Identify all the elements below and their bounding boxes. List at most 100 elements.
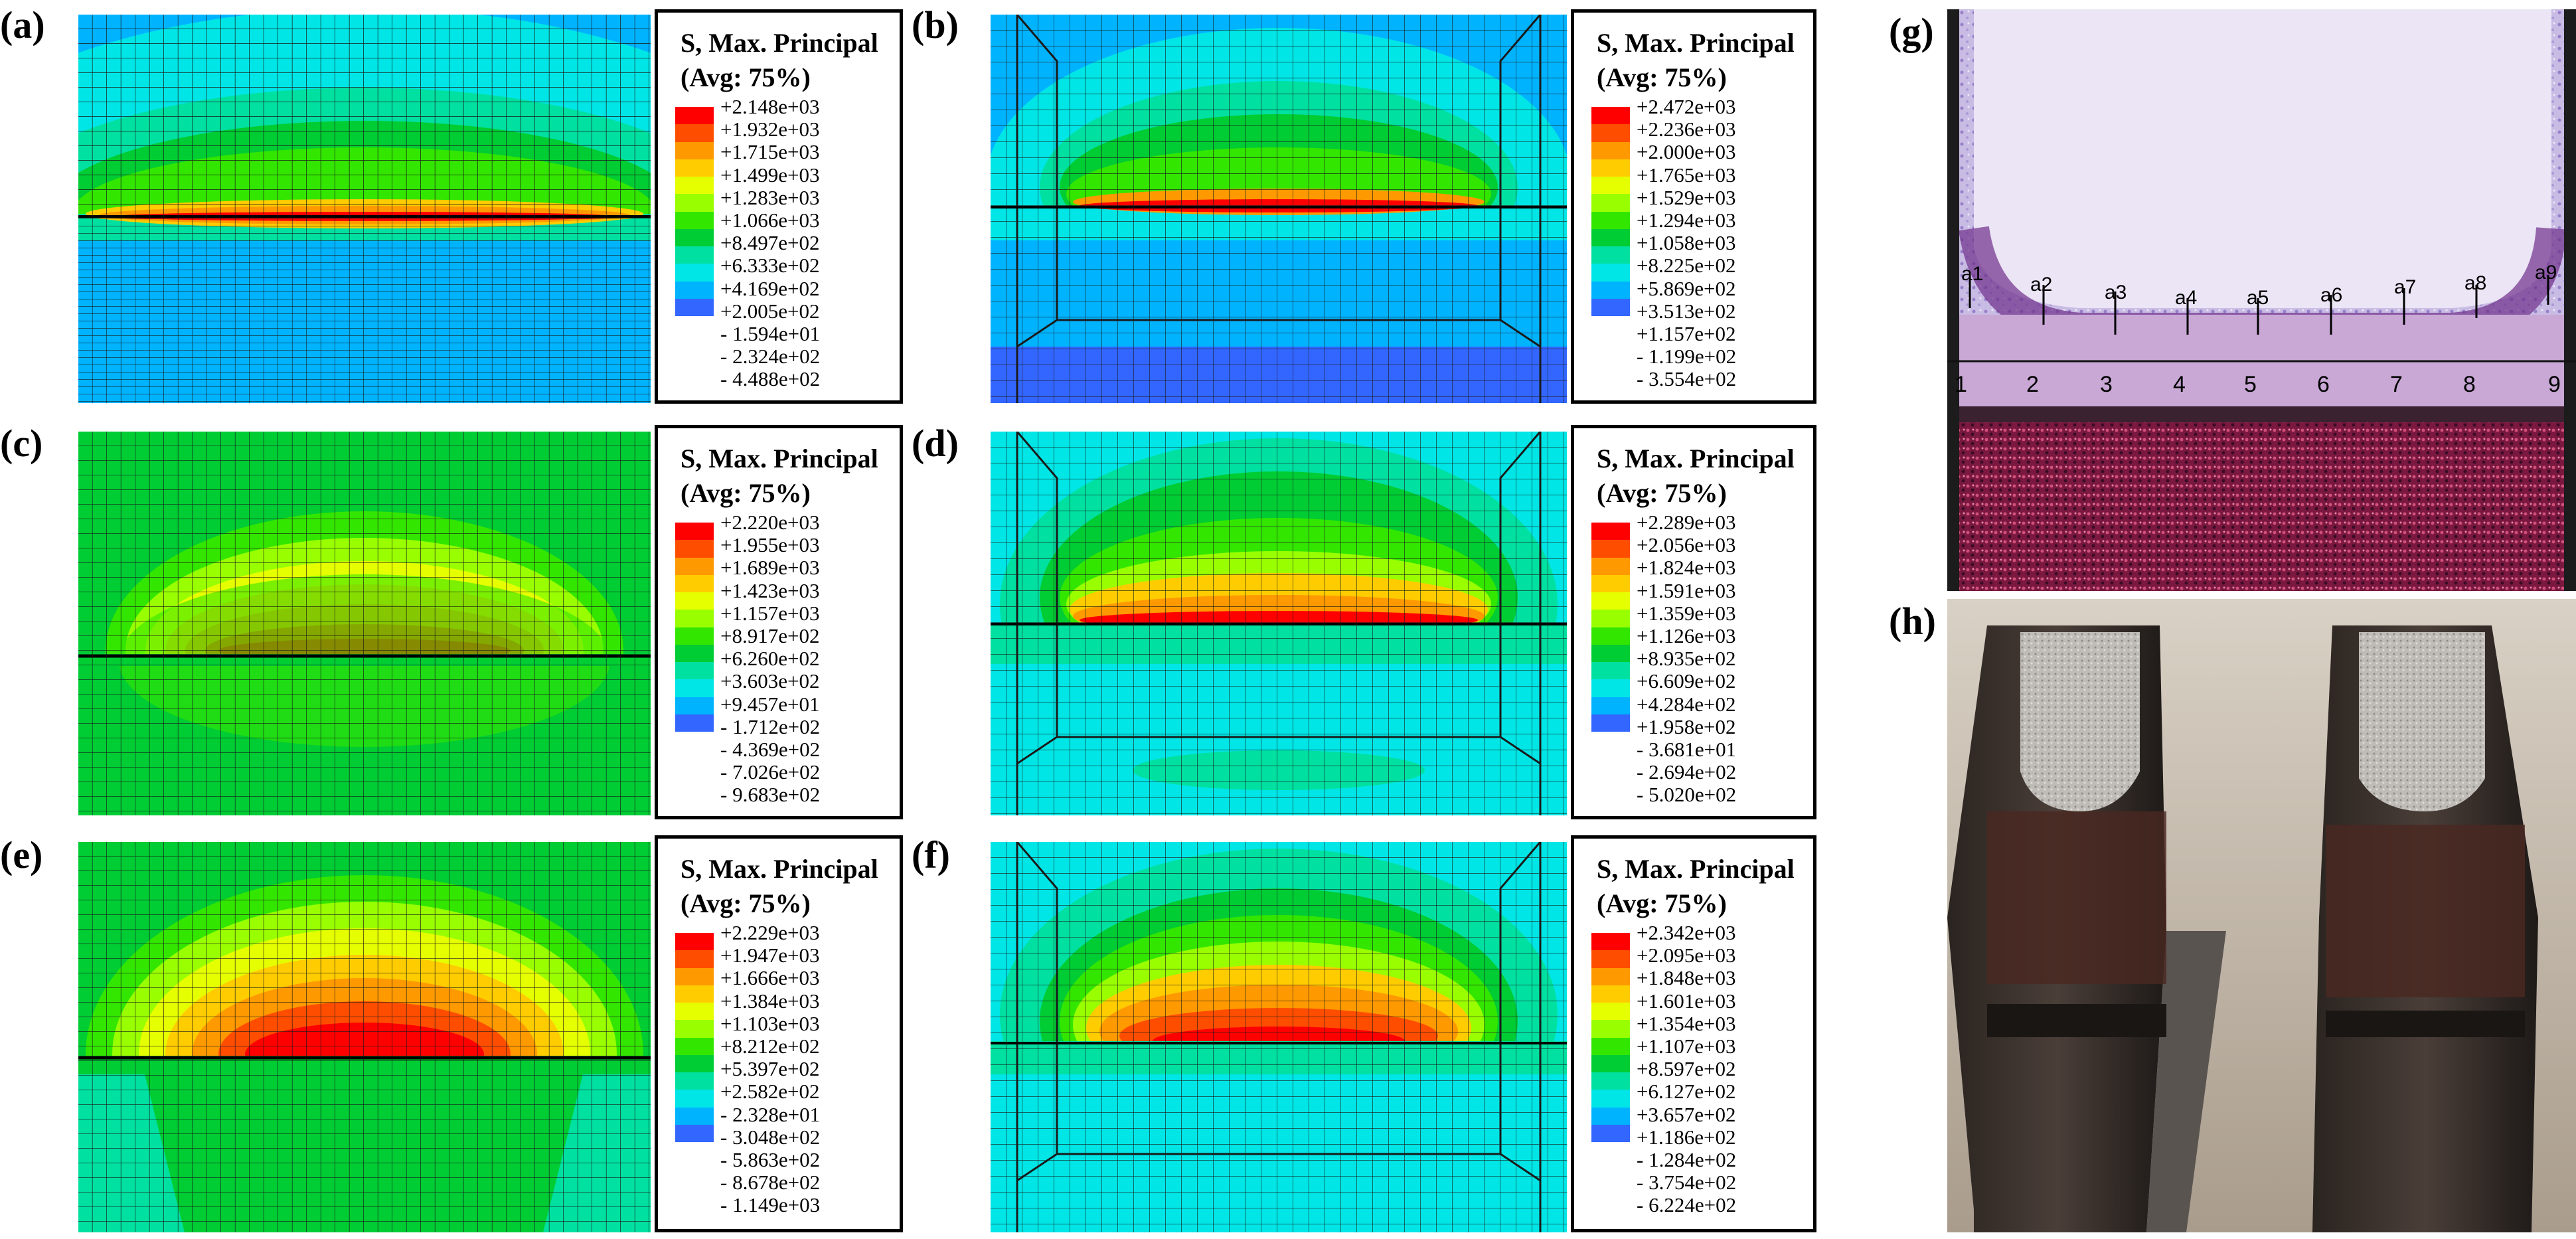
color-swatch [675, 540, 714, 558]
color-swatch [675, 1072, 714, 1090]
position-label-4: 4 [2173, 372, 2186, 397]
color-swatch [675, 523, 714, 540]
color-swatch [1591, 1037, 1630, 1055]
color-swatch [675, 246, 714, 264]
contour-plot-f [991, 842, 1567, 1232]
specimen-photo-h [1947, 599, 2576, 1232]
panel-label-g: (g) [1889, 10, 1934, 53]
color-swatch [1591, 1020, 1630, 1038]
color-swatch [675, 933, 714, 951]
color-swatch [1591, 159, 1630, 177]
color-swatch [1591, 1003, 1630, 1021]
measure-label-a7: a7 [2394, 276, 2417, 298]
color-swatch [675, 194, 714, 212]
legend-title: S, Max. Principal [1597, 444, 1795, 473]
legend-d: S, Max. Principal (Avg: 75%) +2.289e+03 +… [1571, 425, 1816, 819]
color-swatch [675, 141, 714, 159]
color-swatch [675, 679, 714, 697]
legend-tick-label: +8.497e+02 [720, 231, 820, 255]
legend-tick-label: +8.935e+02 [1637, 647, 1736, 671]
legend-tick-label: - 1.199e+02 [1637, 345, 1737, 369]
color-swatch [675, 1003, 714, 1021]
color-swatch [1591, 107, 1630, 125]
color-swatch [1591, 228, 1630, 246]
legend-title: S, Max. Principal [1597, 28, 1795, 58]
color-swatch [675, 177, 714, 195]
legend-title: S, Max. Principal [1597, 854, 1795, 884]
color-swatch [1591, 1090, 1630, 1108]
color-swatch [1591, 662, 1630, 680]
legend-tick-label: +2.056e+03 [1637, 533, 1736, 557]
color-swatch [1591, 557, 1630, 575]
color-swatch [1591, 264, 1630, 282]
position-label-9: 9 [2548, 372, 2561, 397]
panel-label-a: (a) [0, 3, 45, 46]
color-swatch [1591, 194, 1630, 212]
color-swatch [675, 627, 714, 645]
color-swatch [675, 592, 714, 610]
legend-subtitle: (Avg: 75%) [681, 478, 811, 508]
legend-tick-label: - 2.324e+02 [720, 345, 821, 369]
contour-plot-e [78, 842, 651, 1232]
color-swatch [1591, 697, 1630, 714]
legend-tick-label: +8.597e+02 [1637, 1057, 1736, 1081]
legend-tick-label: +2.582e+02 [720, 1080, 820, 1104]
color-swatch [675, 228, 714, 246]
color-swatch [675, 281, 714, 299]
legend-tick-label: +2.229e+03 [720, 921, 820, 944]
legend-tick-label: - 8.678e+02 [720, 1171, 821, 1195]
legend-tick-label: +4.169e+02 [720, 276, 820, 300]
legend-f: S, Max. Principal (Avg: 75%) +2.342e+03 +… [1571, 835, 1816, 1232]
color-swatch [1591, 281, 1630, 299]
legend-tick-label: +1.294e+03 [1637, 208, 1736, 232]
color-swatch [675, 697, 714, 714]
panel-label-f: (f) [912, 833, 950, 876]
measure-label-a8: a8 [2464, 272, 2487, 294]
legend-subtitle: (Avg: 75%) [1597, 888, 1727, 918]
legend-tick-label: +1.066e+03 [720, 208, 820, 232]
color-swatch [675, 124, 714, 142]
legend-tick-label: - 5.020e+02 [1637, 783, 1737, 807]
legend-tick-label: +2.472e+03 [1637, 95, 1736, 118]
legend-tick-label: +1.848e+03 [1637, 966, 1736, 990]
legend-tick-label: +1.058e+03 [1637, 231, 1736, 255]
color-bar [675, 933, 714, 1142]
color-swatch [675, 985, 714, 1003]
position-label-7: 7 [2390, 372, 2403, 397]
legend-tick-label: - 2.328e+01 [720, 1102, 821, 1126]
legend-tick-label: - 4.369e+02 [720, 738, 821, 761]
color-swatch [675, 264, 714, 282]
legend-tick-label: +2.220e+03 [720, 511, 820, 534]
color-swatch [1591, 1124, 1630, 1142]
color-swatch [1591, 592, 1630, 610]
color-swatch [675, 714, 714, 732]
legend-tick-label: +1.591e+03 [1637, 578, 1736, 602]
measure-label-a9: a9 [2535, 262, 2557, 284]
color-swatch [675, 557, 714, 575]
legend-tick-label: - 3.554e+02 [1637, 367, 1737, 391]
color-swatch [1591, 1054, 1630, 1072]
color-bar [1591, 933, 1630, 1142]
legend-tick-label: - 4.488e+02 [720, 367, 821, 391]
color-swatch [1591, 933, 1630, 951]
measure-label-a3: a3 [2105, 282, 2127, 303]
position-label-2: 2 [2026, 372, 2039, 397]
legend-tick-label: - 3.681e+01 [1637, 738, 1737, 761]
legend-tick-label: +5.397e+02 [720, 1057, 820, 1081]
color-swatch [1591, 141, 1630, 159]
legend-tick-label: +3.657e+02 [1637, 1102, 1736, 1126]
legend-tick-label: +1.186e+02 [1637, 1125, 1736, 1149]
legend-tick-label: +1.958e+02 [1637, 714, 1736, 738]
color-swatch [675, 298, 714, 316]
color-swatch [675, 662, 714, 680]
color-swatch [675, 574, 714, 592]
contour-plot-c [78, 432, 651, 815]
color-bar [675, 523, 714, 732]
legend-b: S, Max. Principal (Avg: 75%) +2.472e+03 +… [1571, 9, 1816, 404]
legend-tick-label: +5.869e+02 [1637, 276, 1736, 300]
legend-tick-label: +6.127e+02 [1637, 1080, 1736, 1104]
legend-tick-label: - 9.683e+02 [720, 783, 821, 807]
legend-tick-label: +1.423e+03 [720, 578, 820, 602]
color-swatch [1591, 1107, 1630, 1125]
color-bar [1591, 107, 1630, 316]
